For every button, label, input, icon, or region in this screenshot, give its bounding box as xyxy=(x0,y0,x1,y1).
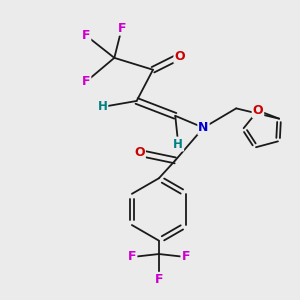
Text: H: H xyxy=(98,100,107,113)
Text: O: O xyxy=(253,104,263,117)
Text: F: F xyxy=(118,22,126,34)
Text: N: N xyxy=(198,121,209,134)
Text: F: F xyxy=(128,250,136,263)
Text: H: H xyxy=(173,138,183,151)
Text: F: F xyxy=(82,75,90,88)
Text: F: F xyxy=(155,273,163,286)
Text: F: F xyxy=(182,250,190,263)
Text: O: O xyxy=(174,50,185,63)
Text: O: O xyxy=(134,146,145,160)
Text: F: F xyxy=(82,29,90,42)
